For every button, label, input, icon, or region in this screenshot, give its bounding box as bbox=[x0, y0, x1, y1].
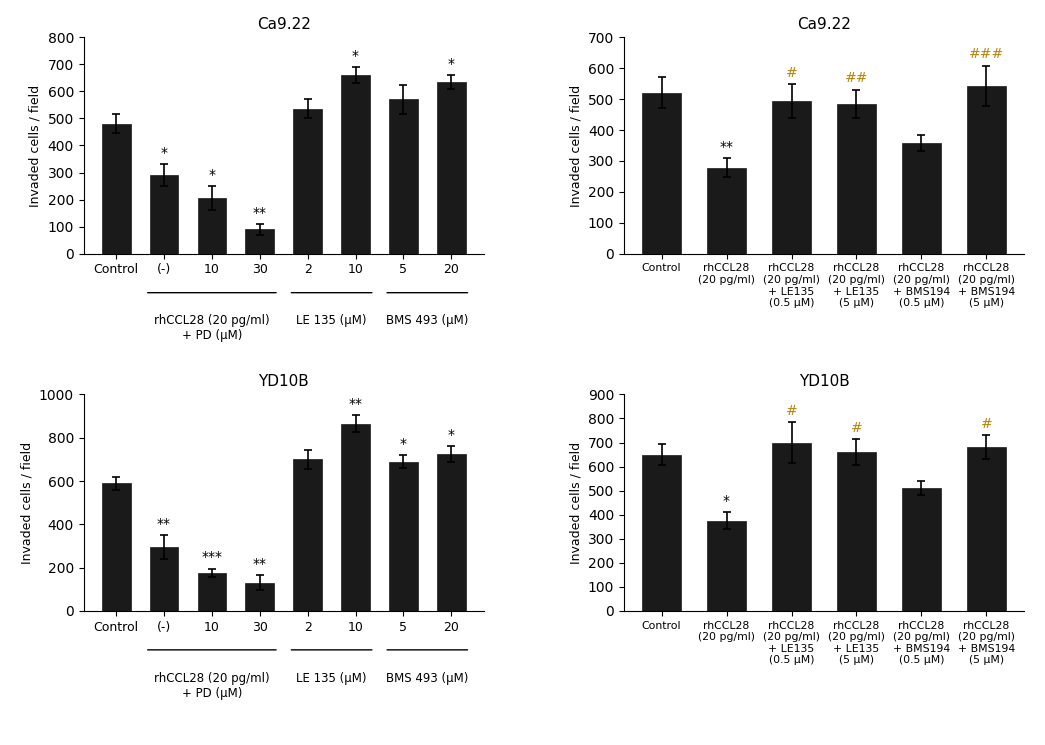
Bar bbox=[341, 75, 370, 254]
Bar bbox=[198, 198, 227, 254]
Bar bbox=[246, 229, 274, 254]
Bar bbox=[837, 104, 876, 254]
Bar bbox=[772, 101, 811, 254]
Text: **: ** bbox=[720, 140, 734, 154]
Y-axis label: Invaded cells / field: Invaded cells / field bbox=[20, 442, 33, 564]
Bar bbox=[707, 521, 746, 611]
Text: ***: *** bbox=[202, 551, 223, 565]
Text: BMS 493 (μM): BMS 493 (μM) bbox=[387, 314, 468, 327]
Text: rhCCL28 (20 pg/ml)
+ PD (μM): rhCCL28 (20 pg/ml) + PD (μM) bbox=[154, 671, 270, 700]
Text: #: # bbox=[786, 66, 797, 80]
Text: *: * bbox=[352, 48, 359, 63]
Y-axis label: Invaded cells / field: Invaded cells / field bbox=[29, 84, 42, 206]
Bar bbox=[437, 454, 466, 611]
Bar bbox=[902, 488, 941, 611]
Text: *: * bbox=[161, 146, 167, 160]
Text: *: * bbox=[447, 57, 455, 71]
Text: **: ** bbox=[157, 517, 171, 530]
Text: **: ** bbox=[349, 396, 363, 410]
Text: BMS 493 (μM): BMS 493 (μM) bbox=[387, 671, 468, 685]
Text: *: * bbox=[723, 494, 730, 508]
Text: **: ** bbox=[253, 206, 266, 220]
Bar bbox=[837, 452, 876, 611]
Text: **: ** bbox=[253, 557, 266, 571]
Text: ##: ## bbox=[844, 72, 868, 86]
Title: Ca9.22: Ca9.22 bbox=[257, 17, 310, 32]
Bar bbox=[642, 93, 681, 254]
Bar bbox=[902, 143, 941, 254]
Bar bbox=[967, 86, 1006, 254]
Bar bbox=[967, 447, 1006, 611]
Text: *: * bbox=[400, 437, 407, 451]
Bar bbox=[389, 462, 418, 611]
Bar bbox=[294, 460, 322, 611]
Text: *: * bbox=[208, 168, 215, 182]
Text: LE 135 (μM): LE 135 (μM) bbox=[297, 671, 367, 685]
Y-axis label: Invaded cells / field: Invaded cells / field bbox=[570, 84, 582, 206]
Title: YD10B: YD10B bbox=[798, 374, 850, 389]
Bar bbox=[246, 583, 274, 611]
Bar bbox=[101, 484, 131, 611]
Text: rhCCL28 (20 pg/ml)
+ PD (μM): rhCCL28 (20 pg/ml) + PD (μM) bbox=[154, 314, 270, 343]
Text: LE 135 (μM): LE 135 (μM) bbox=[297, 314, 367, 327]
Y-axis label: Invaded cells / field: Invaded cells / field bbox=[570, 442, 582, 564]
Bar bbox=[149, 175, 179, 254]
Bar bbox=[341, 424, 370, 611]
Bar bbox=[707, 168, 746, 254]
Bar bbox=[149, 547, 179, 611]
Text: *: * bbox=[447, 428, 455, 442]
Title: Ca9.22: Ca9.22 bbox=[797, 17, 851, 32]
Text: #: # bbox=[851, 421, 862, 434]
Bar bbox=[772, 443, 811, 611]
Text: ###: ### bbox=[969, 48, 1004, 61]
Bar bbox=[437, 82, 466, 254]
Bar bbox=[389, 100, 418, 254]
Text: #: # bbox=[786, 404, 797, 418]
Bar bbox=[198, 573, 227, 611]
Bar bbox=[101, 124, 131, 254]
Text: #: # bbox=[980, 417, 993, 431]
Title: YD10B: YD10B bbox=[258, 374, 309, 389]
Bar bbox=[294, 109, 322, 254]
Bar bbox=[642, 454, 681, 611]
